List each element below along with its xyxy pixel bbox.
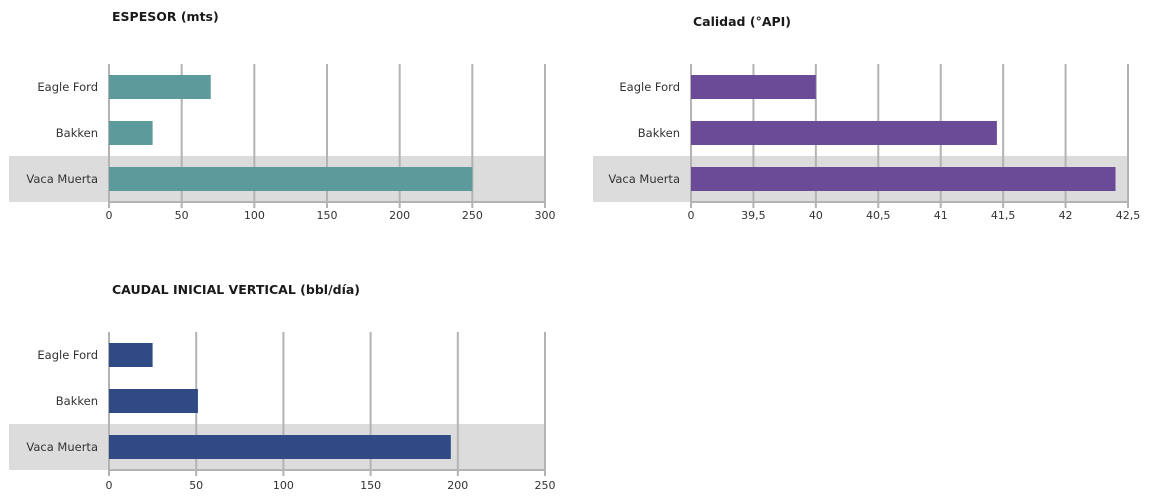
tick-label: 42 [1059,209,1073,222]
tick-label: 50 [175,209,189,222]
category-label: Vaca Muerta [26,440,98,454]
tick-label: 250 [535,479,556,492]
chart-title: CAUDAL INICIAL VERTICAL (bbl/día) [112,282,360,297]
category-label: Eagle Ford [37,80,98,94]
tick-label: 200 [447,479,468,492]
category-label: Bakken [56,126,98,140]
bar [109,167,473,191]
tick-label: 150 [317,209,338,222]
bar [691,121,997,145]
tick-label: 0 [688,209,695,222]
tick-label: 100 [244,209,265,222]
category-label: Vaca Muerta [608,172,680,186]
chart-caudal: CAUDAL INICIAL VERTICAL (bbl/día) Eagle F… [9,282,556,492]
category-label: Eagle Ford [37,348,98,362]
tick-label: 300 [535,209,556,222]
bar [691,167,1116,191]
chart-title: Calidad (°API) [693,14,791,29]
tick-label: 200 [389,209,410,222]
tick-label: 41,5 [991,209,1016,222]
chart-calidad: Calidad (°API) Eagle Ford Bakken Vaca Muert… [593,14,1140,222]
tick-label: 0 [106,479,113,492]
tick-label: 150 [360,479,381,492]
bar [109,389,198,413]
tick-label: 50 [189,479,203,492]
bar [109,75,211,99]
chart-espesor: ESPESOR (mts) Eagle Ford Bakken Vaca Muerta… [9,9,556,222]
tick-label: 41 [934,209,948,222]
tick-label: 100 [273,479,294,492]
tick-label: 250 [462,209,483,222]
bar [109,343,153,367]
bar [109,435,451,459]
tick-label: 40 [809,209,823,222]
bar [691,75,816,99]
category-label: Bakken [638,126,680,140]
category-label: Vaca Muerta [26,172,98,186]
category-label: Bakken [56,394,98,408]
tick-label: 0 [106,209,113,222]
tick-label: 42,5 [1116,209,1141,222]
tick-label: 39,5 [741,209,766,222]
category-label: Eagle Ford [619,80,680,94]
chart-title: ESPESOR (mts) [112,9,219,24]
bar [109,121,153,145]
tick-label: 40,5 [866,209,891,222]
